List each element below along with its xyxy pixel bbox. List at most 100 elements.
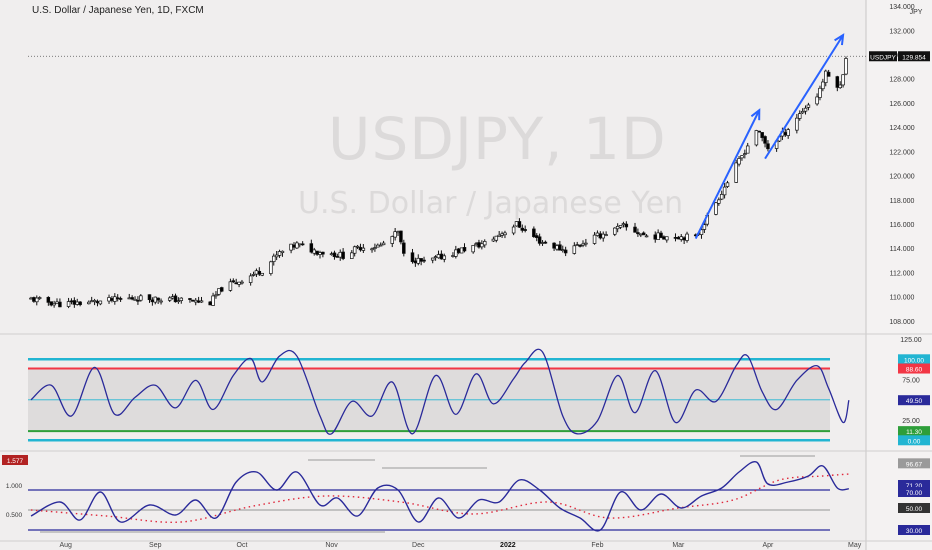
candle — [618, 225, 623, 230]
candle — [601, 231, 605, 242]
candle-body — [757, 130, 762, 133]
candle — [315, 250, 319, 256]
candle — [685, 231, 689, 243]
candle — [766, 140, 770, 152]
candle-body — [815, 96, 819, 105]
candle — [540, 240, 545, 246]
candle — [133, 296, 137, 301]
candle — [78, 301, 82, 307]
lower-tag-3000-bg — [898, 525, 930, 535]
candle-body — [575, 244, 579, 246]
candle — [442, 253, 447, 263]
candle — [719, 190, 724, 201]
candle — [396, 230, 400, 237]
left-tag-bg — [2, 455, 28, 465]
candle — [52, 300, 56, 308]
candle — [159, 298, 163, 305]
candle-body — [370, 248, 374, 251]
candle — [503, 230, 507, 239]
candle — [300, 241, 305, 246]
candle — [191, 299, 195, 302]
osc-tick-label: 25.00 — [902, 418, 920, 425]
candle-body — [309, 243, 314, 253]
time-tick-label: Dec — [412, 542, 425, 549]
candle-body — [257, 270, 262, 275]
candle — [193, 298, 198, 306]
candle-body — [208, 301, 212, 306]
candle-body — [480, 243, 484, 248]
candle — [578, 244, 582, 248]
candle — [248, 273, 253, 286]
candle — [199, 296, 204, 303]
candle-body — [581, 243, 585, 246]
candle — [604, 231, 608, 237]
candle — [118, 296, 123, 302]
lower-tag-7000: 70.00 — [906, 490, 923, 497]
candle-body — [92, 300, 97, 302]
candle — [462, 243, 467, 253]
left-axis-label: 0.500 — [6, 512, 23, 519]
candle — [786, 127, 790, 139]
candle-body — [193, 299, 198, 303]
candle — [763, 135, 767, 148]
watermark-description: U.S. Dollar / Japanese Yen — [298, 186, 684, 221]
candle-body — [75, 301, 79, 305]
osc-tag-886-bg — [898, 363, 930, 374]
candle — [844, 56, 848, 76]
candle-body — [217, 288, 221, 295]
price-tick-label: 134.000 — [889, 4, 914, 11]
candle-body — [318, 252, 322, 255]
candle — [633, 222, 637, 233]
candle-body — [167, 297, 172, 301]
candle — [37, 296, 42, 300]
osc-tag-last-bg — [898, 395, 930, 406]
candle-body — [248, 275, 253, 283]
candle — [196, 296, 201, 304]
candle — [188, 298, 192, 303]
candle-body — [52, 303, 56, 306]
candle-body — [656, 232, 660, 240]
candle-body — [841, 74, 845, 86]
candle — [797, 110, 802, 121]
candle — [584, 238, 588, 247]
candle-body — [823, 70, 828, 83]
candle — [511, 224, 516, 236]
candle-body — [520, 227, 525, 231]
candle — [433, 255, 438, 261]
candle — [272, 253, 276, 266]
candle — [482, 239, 487, 248]
candle-body — [543, 241, 548, 244]
candle-body — [272, 255, 276, 262]
candle — [532, 226, 536, 238]
candle — [581, 240, 585, 248]
candle — [702, 221, 707, 233]
candle-body — [803, 107, 808, 112]
candle — [107, 294, 111, 304]
candle-body — [396, 231, 400, 234]
candle — [92, 298, 97, 306]
candle-body — [153, 296, 158, 303]
candle — [743, 149, 747, 159]
candle-body — [269, 261, 273, 274]
candle — [399, 230, 403, 245]
candle — [497, 230, 501, 238]
candle-body — [87, 301, 91, 305]
candle — [167, 296, 172, 303]
candle — [332, 250, 337, 260]
candle — [58, 298, 62, 308]
candle-body — [477, 242, 481, 248]
candle-body — [147, 294, 152, 301]
candle — [517, 218, 522, 228]
candle-body — [624, 223, 629, 228]
osc-tick-label: 125.00 — [900, 337, 922, 344]
candle — [439, 250, 444, 260]
candle — [254, 268, 259, 278]
candle — [413, 257, 418, 267]
candle-body — [818, 87, 822, 98]
candle-body — [133, 298, 137, 301]
candle — [318, 250, 322, 259]
candle — [656, 229, 660, 240]
candle-body — [633, 226, 637, 233]
candle — [390, 235, 395, 248]
